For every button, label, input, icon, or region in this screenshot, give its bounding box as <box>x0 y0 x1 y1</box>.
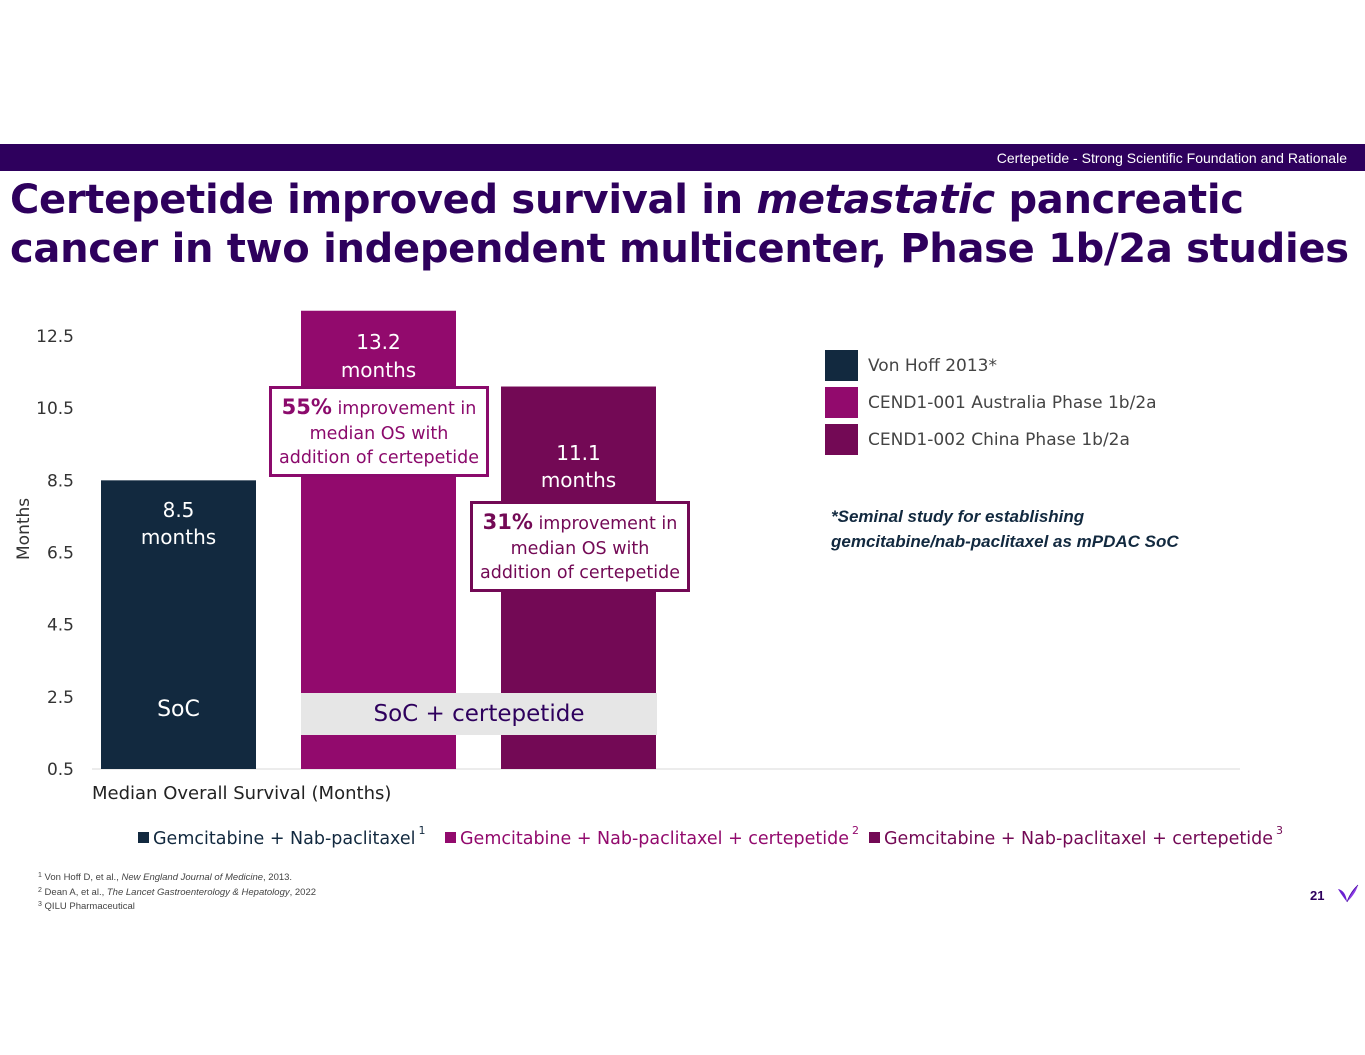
note-line-1: *Seminal study for establishing <box>831 507 1085 526</box>
reference-number: 1 <box>38 872 42 879</box>
reference-source: QILU Pharmaceutical <box>44 901 135 912</box>
bar-value-label: months <box>541 468 616 492</box>
callout-line-3: addition of certepetide <box>479 563 680 583</box>
page-title: Certepetide improved survival in metasta… <box>10 176 1360 274</box>
bar-value-label: 8.5 <box>163 498 195 522</box>
reference-authors: Von Hoff D, et al., <box>44 872 122 883</box>
bar-1 <box>101 480 256 769</box>
callout-line-3: addition of certepetide <box>278 448 479 468</box>
legend-swatch <box>825 387 858 418</box>
bar-value-label: months <box>341 358 416 382</box>
callout-line-1: 31% improvement in <box>473 510 687 537</box>
regimen-legend: Gemcitabine + Nab-paclitaxel 1 Gemcitabin… <box>0 824 1365 850</box>
legend-item-cend1-002: CEND1-002 China Phase 1b/2a <box>825 424 1285 456</box>
reference-number: 3 <box>38 901 42 908</box>
legend-label: CEND1-001 Australia Phase 1b/2a <box>868 393 1157 413</box>
legend-item-von-hoff: Von Hoff 2013* <box>825 350 1285 382</box>
header-bar: Certepetide - Strong Scientific Foundati… <box>0 144 1365 171</box>
section-label: Certepetide - Strong Scientific Foundati… <box>996 150 1347 166</box>
x-axis-label: Median Overall Survival (Months) <box>92 783 392 804</box>
callout-improvement-55: 55% improvement in median OS with additi… <box>269 386 489 477</box>
regimen-square <box>138 832 149 843</box>
title-emphasis: metastatic <box>756 177 995 223</box>
regimen-square <box>869 832 880 843</box>
regimen-item-3: Gemcitabine + Nab-paclitaxel + certepeti… <box>869 824 1283 849</box>
legend-label: Von Hoff 2013* <box>868 356 997 376</box>
callout-text: improvement in <box>331 399 477 419</box>
reference-number: 2 <box>38 886 42 894</box>
reference-2: 2 Dean A, et al., The Lancet Gastroenter… <box>38 885 316 900</box>
y-tick-label: 4.5 <box>47 616 74 636</box>
reference-journal: The Lancet Gastroenterology & Hepatology <box>106 886 290 898</box>
leaf-logo-icon <box>1338 884 1359 903</box>
y-tick-label: 2.5 <box>47 688 74 708</box>
page-number: 21 <box>1310 888 1325 903</box>
regimen-sup: 2 <box>851 824 859 837</box>
callout-percent: 31% <box>482 510 533 534</box>
callout-line-1: 55% improvement in <box>272 395 486 422</box>
reference-journal: New England Journal of Medicine <box>121 872 264 883</box>
seminal-study-note: *Seminal study for establishing gemcitab… <box>831 504 1251 554</box>
regimen-label: Gemcitabine + Nab-paclitaxel + certepeti… <box>884 829 1273 849</box>
legend-swatch <box>825 424 858 455</box>
bar-value-label: 11.1 <box>556 441 601 465</box>
y-tick-label: 12.5 <box>36 327 74 347</box>
reference-year: , 2022 <box>289 886 317 898</box>
regimen-square <box>445 832 456 843</box>
y-tick-label: 0.5 <box>47 760 74 780</box>
callout-line-2: median OS with <box>510 538 650 559</box>
reference-authors: Dean A, et al., <box>44 886 107 898</box>
bar-value-label: 13.2 <box>356 330 401 354</box>
regimen-item-1: Gemcitabine + Nab-paclitaxel 1 <box>138 824 426 849</box>
bar-value-label: months <box>141 525 216 549</box>
reference-1: 1 Von Hoff D, et al., New England Journa… <box>38 870 316 885</box>
references: 1 Von Hoff D, et al., New England Journa… <box>38 870 316 914</box>
soc-certepetide-band: SoC + certepetide <box>301 693 657 735</box>
regimen-item-2: Gemcitabine + Nab-paclitaxel + certepeti… <box>445 824 859 849</box>
y-tick-label: 8.5 <box>47 471 74 491</box>
title-part-1: Certepetide improved survival in <box>10 177 757 223</box>
y-tick-label: 6.5 <box>47 544 74 564</box>
reference-year: , 2013. <box>263 872 293 883</box>
legend-label: CEND1-002 China Phase 1b/2a <box>868 430 1130 450</box>
y-axis-label: Months <box>14 497 34 560</box>
regimen-sup: 1 <box>418 824 426 837</box>
y-tick-label: 10.5 <box>36 399 74 419</box>
reference-3: 3 QILU Pharmaceutical <box>38 899 316 914</box>
soc-label: SoC <box>157 697 200 722</box>
legend-item-cend1-001: CEND1-001 Australia Phase 1b/2a <box>825 387 1285 419</box>
callout-line-2: median OS with <box>309 423 449 444</box>
title-part-2: pancreatic cancer in two independent mul… <box>10 177 1349 272</box>
regimen-sup: 3 <box>1275 824 1283 837</box>
regimen-label: Gemcitabine + Nab-paclitaxel <box>153 829 416 849</box>
note-line-2: gemcitabine/nab-paclitaxel as mPDAC SoC <box>831 532 1179 551</box>
legend-swatch <box>825 350 858 381</box>
callout-text: improvement in <box>532 514 678 534</box>
callout-percent: 55% <box>281 395 332 419</box>
callout-improvement-31: 31% improvement in median OS with additi… <box>470 501 690 592</box>
regimen-label: Gemcitabine + Nab-paclitaxel + certepeti… <box>460 829 849 849</box>
